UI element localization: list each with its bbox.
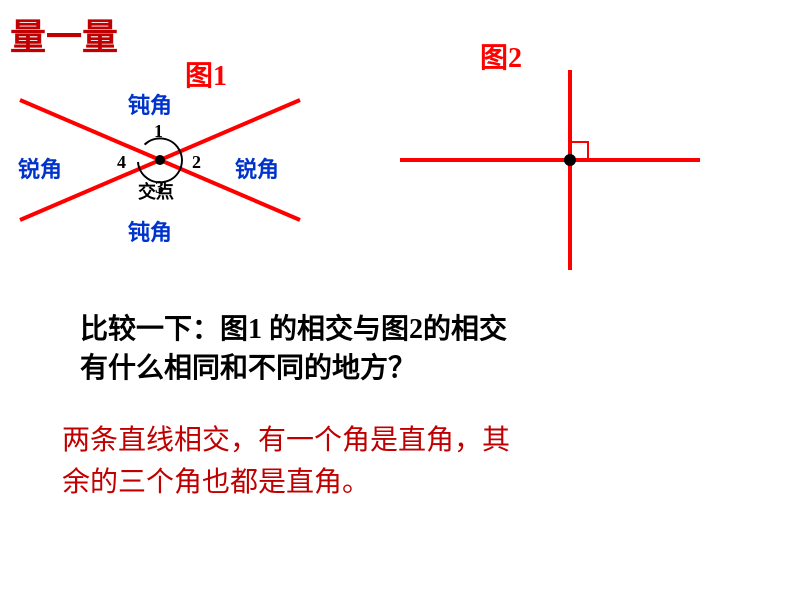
question-line1: 比较一下：图1 的相交与图2的相交 xyxy=(80,314,507,345)
fig1-center-label: 交点 xyxy=(138,178,174,204)
answer-line1: 两条直线相交，有一个角是直角，其 xyxy=(62,425,510,456)
answer-line2: 余的三个角也都是直角。 xyxy=(62,467,370,498)
fig1-right-angle-label: 锐角 xyxy=(235,152,279,184)
fig1-bottom-angle-label: 钝角 xyxy=(128,215,172,247)
question-line2: 有什么相同和不同的地方？ xyxy=(80,353,416,384)
answer-text: 两条直线相交，有一个角是直角，其 余的三个角也都是直角。 xyxy=(62,420,510,504)
fig1-top-angle-label: 钝角 xyxy=(128,88,172,120)
fig1-angle-4: 4 xyxy=(117,152,126,173)
question-text: 比较一下：图1 的相交与图2的相交 有什么相同和不同的地方？ xyxy=(80,310,507,388)
fig1-left-angle-label: 锐角 xyxy=(18,152,62,184)
figure2-diagram xyxy=(390,60,710,280)
fig1-angle-2: 2 xyxy=(192,152,201,173)
page-title: 量一量 xyxy=(10,8,118,60)
fig1-angle-1: 1 xyxy=(154,121,163,142)
